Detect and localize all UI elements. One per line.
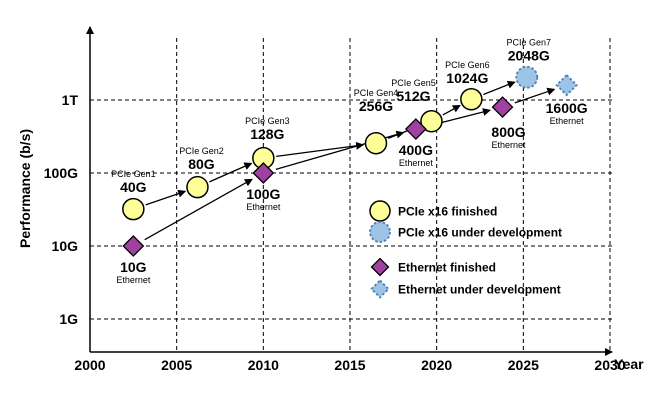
legend-label: PCIe x16 under development bbox=[398, 226, 562, 240]
pcie-gen-label: PCIe Gen3 bbox=[245, 116, 290, 126]
legend-marker bbox=[370, 257, 390, 277]
pcie-point bbox=[186, 175, 209, 199]
ethernet-rate-label: 800G bbox=[491, 124, 525, 140]
y-tick-label: 1G bbox=[59, 311, 78, 327]
x-tick-label: 2015 bbox=[334, 357, 365, 373]
pcie-gen-label: PCIe Gen1 bbox=[111, 169, 156, 179]
pcie-gen-label: PCIe Gen5 bbox=[391, 78, 436, 88]
ethernet-sub-label: Ethernet bbox=[116, 275, 151, 285]
legend-label: PCIe x16 finished bbox=[398, 205, 497, 219]
pcie-gen-label: PCIe Gen6 bbox=[445, 60, 490, 70]
ethernet-point bbox=[491, 96, 514, 118]
x-tick-label: 2025 bbox=[508, 357, 539, 373]
pcie-gen-label: PCIe Gen2 bbox=[179, 146, 224, 156]
y-tick-label: 10G bbox=[52, 238, 79, 254]
ethernet-rate-label: 100G bbox=[246, 186, 280, 202]
pcie-point bbox=[515, 65, 539, 89]
pcie-gen-label: PCIe Gen7 bbox=[507, 37, 552, 47]
ethernet-trend-arrow bbox=[514, 87, 556, 104]
ethernet-point bbox=[252, 162, 275, 184]
legend-label: Ethernet finished bbox=[398, 261, 496, 275]
x-tick-label: 2030 bbox=[594, 357, 625, 373]
ethernet-sub-label: Ethernet bbox=[399, 158, 434, 168]
pcie-trend-arrow bbox=[442, 104, 461, 116]
pcie-trend-arrow bbox=[145, 189, 187, 206]
ethernet-rate-label: 400G bbox=[399, 142, 433, 158]
ethernet-point bbox=[555, 73, 578, 97]
ethernet-rate-label: 10G bbox=[120, 259, 147, 275]
x-tick-label: 2005 bbox=[161, 357, 192, 373]
ethernet-point bbox=[404, 118, 427, 140]
pcie-rate-label: 128G bbox=[250, 126, 284, 142]
pcie-rate-label: 256G bbox=[359, 98, 393, 114]
pcie-point bbox=[420, 109, 443, 133]
pcie-rate-label: 512G bbox=[396, 88, 430, 104]
series-lines bbox=[144, 80, 556, 241]
pcie-rate-label: 2048G bbox=[508, 47, 550, 63]
y-tick-label: 1T bbox=[62, 92, 79, 108]
pcie-trend-arrow bbox=[483, 80, 516, 96]
pcie-rate-label: 40G bbox=[120, 179, 147, 195]
pcie-trend-arrow bbox=[276, 141, 365, 158]
legend-marker bbox=[370, 279, 390, 299]
ethernet-sub-label: Ethernet bbox=[492, 140, 527, 150]
legend: PCIe x16 finished PCIe x16 under developm… bbox=[369, 200, 562, 299]
x-tick-label: 2020 bbox=[421, 357, 452, 373]
pcie-trend-arrow bbox=[209, 162, 253, 183]
ethernet-sub-label: Ethernet bbox=[550, 116, 585, 126]
ethernet-rate-label: 1600G bbox=[546, 100, 588, 116]
ethernet-sub-label: Ethernet bbox=[246, 202, 281, 212]
pcie-point bbox=[122, 197, 145, 221]
pcie-point bbox=[460, 87, 483, 111]
x-tick-label: 2010 bbox=[248, 357, 279, 373]
x-tick-label: 2000 bbox=[74, 357, 105, 373]
legend-label: Ethernet under development bbox=[398, 283, 561, 297]
ethernet-point bbox=[122, 235, 145, 257]
data-marks bbox=[122, 65, 578, 257]
axes bbox=[86, 26, 613, 356]
y-axis-title: Performance (b/s) bbox=[17, 129, 33, 248]
pcie-rate-label: 1024G bbox=[446, 70, 488, 86]
y-tick-label: 100G bbox=[44, 165, 78, 181]
legend-marker bbox=[369, 200, 391, 222]
tick-labels: 2000 2005 2010 2015 2020 2025 2030 1G 10G 100G 1T Y… bbox=[17, 92, 644, 373]
legend-marker bbox=[369, 221, 391, 243]
pcie-point bbox=[364, 131, 388, 155]
pcie-rate-label: 80G bbox=[188, 156, 215, 172]
ethernet-trend-arrow bbox=[144, 178, 253, 241]
pcie-gen-label: PCIe Gen4 bbox=[354, 88, 399, 98]
x-axis-title: Year bbox=[614, 356, 644, 372]
